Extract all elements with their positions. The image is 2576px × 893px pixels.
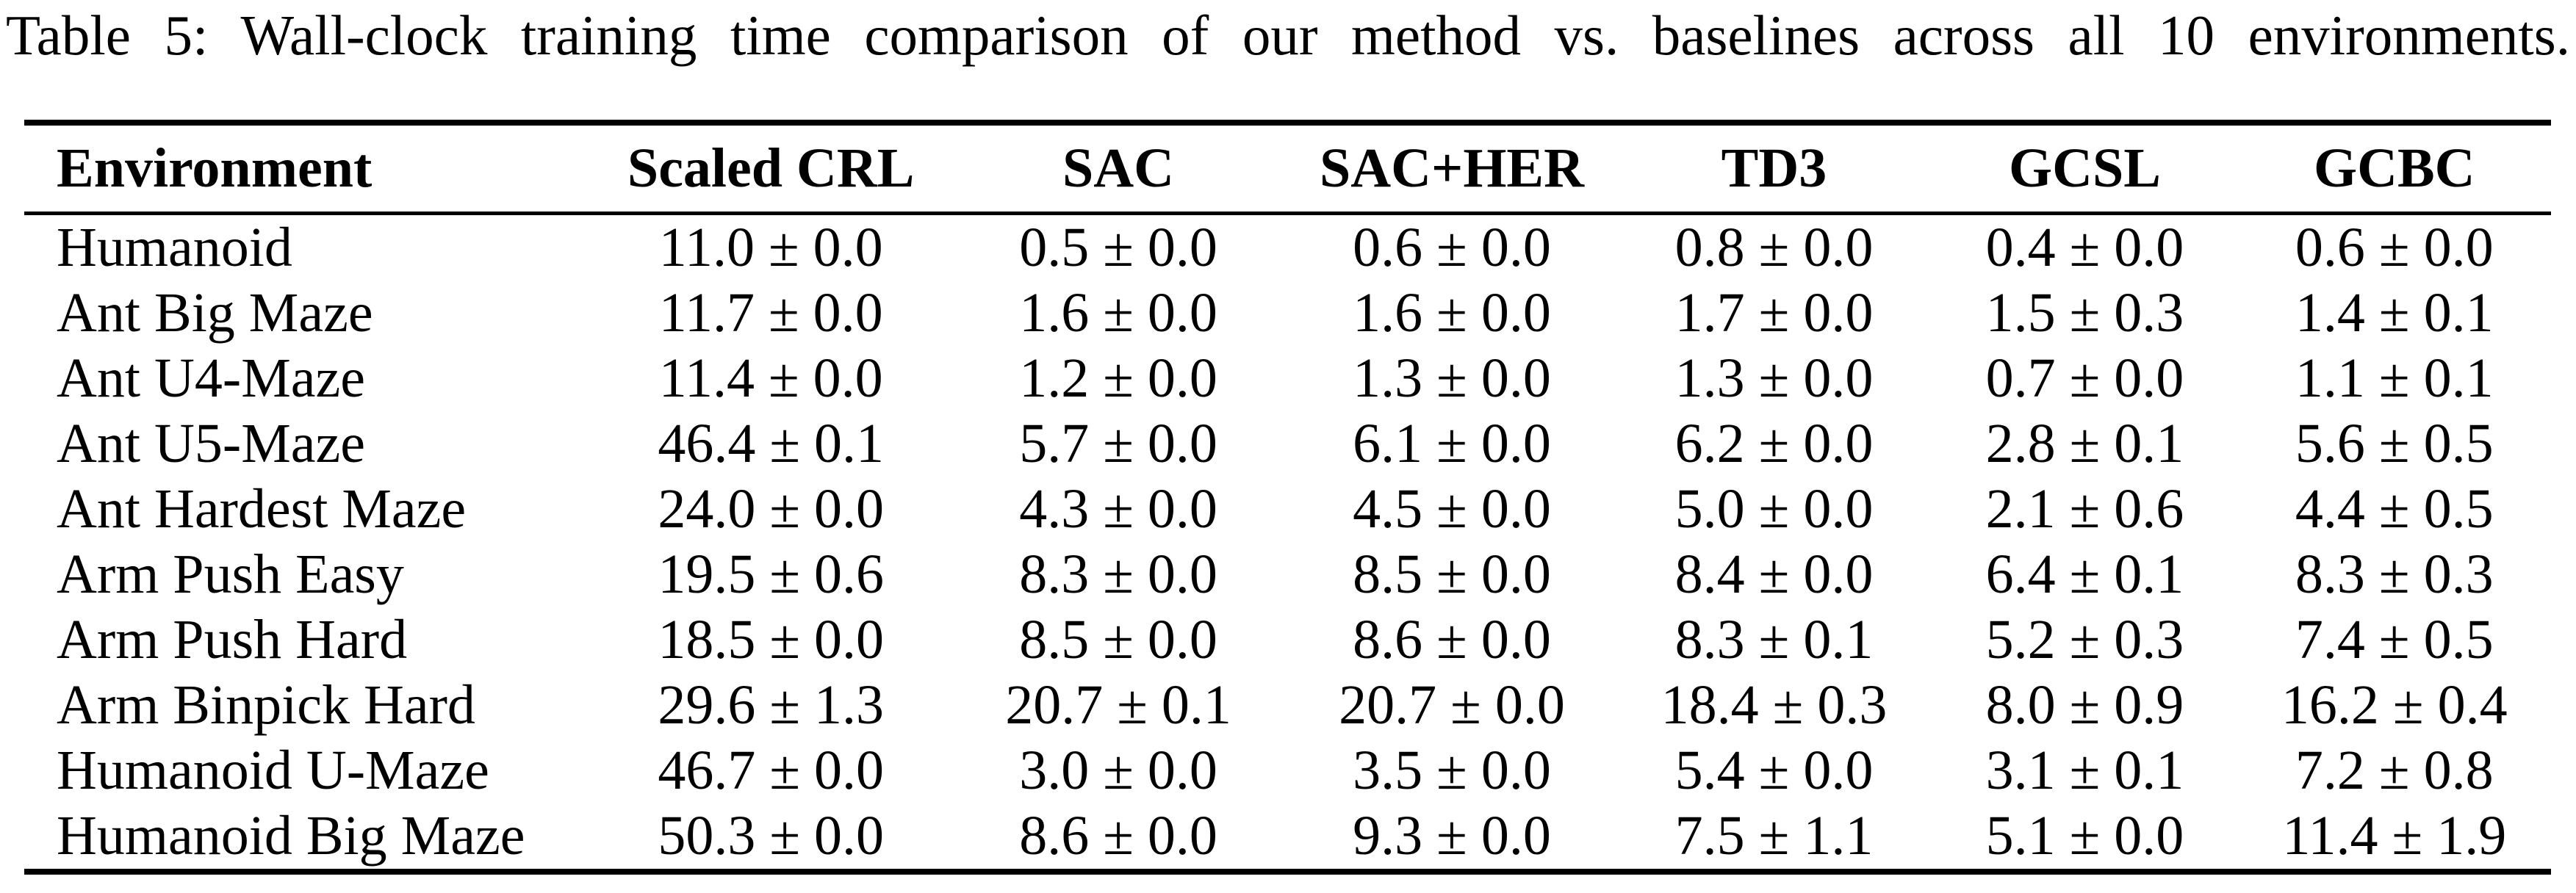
table-header: Environment Scaled CRL SAC SAC+HER TD3 GCSL GC… [24, 122, 2551, 215]
cell-value: 18.4 ± 0.3 [1661, 674, 1888, 737]
cell-value: 6.1 ± 0.0 [1353, 413, 1551, 475]
table-row: Ant Big Maze 11.7 ± 0.0 1.6 ± 0.0 1.6 ± 0.0… [24, 281, 2551, 346]
cell-value: 1.7 ± 0.0 [1674, 282, 1874, 344]
column-header-sac-her: SAC+HER [1287, 122, 1616, 215]
cell-value: 1.6 ± 0.0 [1353, 282, 1551, 344]
table-row: Ant U4-Maze 11.4 ± 0.0 1.2 ± 0.0 1.3 ± 0.0 1… [24, 346, 2551, 411]
cell-value: 5.1 ± 0.0 [1985, 805, 2184, 867]
cell-value: 24.0 ± 0.0 [658, 478, 885, 540]
results-table: Environment Scaled CRL SAC SAC+HER TD3 GCSL GC… [24, 119, 2551, 875]
table-caption: Table 5: Wall-clock training time compar… [6, 4, 2570, 67]
cell-value: 1.5 ± 0.3 [1985, 282, 2184, 344]
cell-value: 20.7 ± 0.0 [1339, 674, 1565, 737]
table-row: Ant U5-Maze 46.4 ± 0.1 5.7 ± 0.0 6.1 ± 0.0 6… [24, 411, 2551, 477]
cell-value: 11.4 ± 0.0 [658, 347, 883, 410]
cell-value: 8.6 ± 0.0 [1019, 805, 1217, 867]
table-row: Ant Hardest Maze 24.0 ± 0.0 4.3 ± 0.0 4.5 ±… [24, 477, 2551, 542]
column-header-gcsl: GCSL [1932, 122, 2238, 215]
cell-value: 5.2 ± 0.3 [1985, 609, 2184, 671]
cell-environment: Ant U4-Maze [57, 347, 365, 410]
cell-value: 46.4 ± 0.1 [658, 413, 885, 475]
cell-value: 1.4 ± 0.1 [2295, 282, 2494, 344]
cell-value: 11.0 ± 0.0 [658, 217, 883, 279]
cell-value: 1.6 ± 0.0 [1019, 282, 1217, 344]
cell-value: 7.2 ± 0.8 [2295, 740, 2494, 802]
cell-environment: Humanoid U-Maze [57, 740, 489, 802]
column-header-gcbc: GCBC [2237, 122, 2551, 215]
cell-value: 8.5 ± 0.0 [1019, 609, 1217, 671]
table-row: Arm Push Easy 19.5 ± 0.6 8.3 ± 0.0 8.5 ± 0.… [24, 542, 2551, 607]
table-body: Humanoid 11.0 ± 0.0 0.5 ± 0.0 0.6 ± 0.0 0.8 … [24, 213, 2551, 872]
cell-value: 0.6 ± 0.0 [2295, 217, 2494, 279]
cell-value: 5.6 ± 0.5 [2295, 413, 2494, 475]
cell-value: 19.5 ± 0.6 [658, 543, 885, 606]
table-row: Humanoid 11.0 ± 0.0 0.5 ± 0.0 0.6 ± 0.0 0.8 … [24, 213, 2551, 281]
cell-value: 46.7 ± 0.0 [658, 740, 885, 802]
cell-value: 1.1 ± 0.1 [2295, 347, 2494, 410]
column-header-environment: Environment [24, 122, 593, 215]
cell-value: 3.5 ± 0.0 [1353, 740, 1551, 802]
cell-value: 1.2 ± 0.0 [1019, 347, 1217, 410]
cell-value: 3.0 ± 0.0 [1019, 740, 1217, 802]
cell-environment: Ant U5-Maze [57, 413, 365, 475]
cell-environment: Arm Push Easy [57, 543, 404, 606]
cell-value: 8.4 ± 0.0 [1674, 543, 1874, 606]
table-row: Arm Push Hard 18.5 ± 0.0 8.5 ± 0.0 8.6 ± 0.… [24, 607, 2551, 673]
cell-environment: Arm Push Hard [57, 609, 408, 671]
cell-value: 0.4 ± 0.0 [1985, 217, 2184, 279]
column-header-scaled-crl: Scaled CRL [592, 122, 949, 215]
cell-value: 18.5 ± 0.0 [658, 609, 885, 671]
cell-value: 11.7 ± 0.0 [658, 282, 883, 344]
cell-value: 5.7 ± 0.0 [1019, 413, 1217, 475]
cell-value: 8.3 ± 0.3 [2295, 543, 2494, 606]
column-header-td3: TD3 [1616, 122, 1932, 215]
table-row: Humanoid Big Maze 50.3 ± 0.0 8.6 ± 0.0 9.3 … [24, 803, 2551, 872]
cell-value: 29.6 ± 1.3 [658, 674, 885, 737]
table-row: Humanoid U-Maze 46.7 ± 0.0 3.0 ± 0.0 3.5 ± … [24, 738, 2551, 803]
cell-value: 6.4 ± 0.1 [1985, 543, 2184, 606]
cell-value: 4.5 ± 0.0 [1353, 478, 1551, 540]
cell-environment: Humanoid [57, 217, 292, 279]
cell-value: 0.8 ± 0.0 [1674, 217, 1874, 279]
cell-value: 4.4 ± 0.5 [2295, 478, 2494, 540]
cell-value: 5.0 ± 0.0 [1674, 478, 1874, 540]
cell-value: 5.4 ± 0.0 [1674, 740, 1874, 802]
cell-environment: Humanoid Big Maze [57, 805, 525, 867]
cell-value: 7.5 ± 1.1 [1674, 805, 1874, 867]
cell-value: 50.3 ± 0.0 [658, 805, 885, 867]
column-header-sac: SAC [949, 122, 1288, 215]
cell-environment: Ant Big Maze [57, 282, 373, 344]
cell-value: 11.4 ± 1.9 [2282, 805, 2507, 867]
cell-value: 16.2 ± 0.4 [2281, 674, 2508, 737]
cell-value: 20.7 ± 0.1 [1005, 674, 1231, 737]
cell-value: 6.2 ± 0.0 [1674, 413, 1874, 475]
table-row: Arm Binpick Hard 29.6 ± 1.3 20.7 ± 0.1 20.7… [24, 673, 2551, 738]
cell-value: 1.3 ± 0.0 [1353, 347, 1551, 410]
cell-value: 8.3 ± 0.1 [1674, 609, 1874, 671]
cell-value: 2.8 ± 0.1 [1985, 413, 2184, 475]
cell-value: 0.7 ± 0.0 [1985, 347, 2184, 410]
cell-value: 4.3 ± 0.0 [1019, 478, 1217, 540]
cell-value: 7.4 ± 0.5 [2295, 609, 2494, 671]
header-row: Environment Scaled CRL SAC SAC+HER TD3 GCSL GC… [24, 122, 2551, 215]
cell-value: 9.3 ± 0.0 [1353, 805, 1551, 867]
cell-value: 2.1 ± 0.6 [1985, 478, 2184, 540]
cell-environment: Ant Hardest Maze [57, 478, 467, 540]
cell-value: 0.5 ± 0.0 [1019, 217, 1217, 279]
cell-value: 8.0 ± 0.9 [1985, 674, 2184, 737]
cell-value: 8.6 ± 0.0 [1353, 609, 1551, 671]
cell-value: 0.6 ± 0.0 [1353, 217, 1551, 279]
cell-value: 8.5 ± 0.0 [1353, 543, 1551, 606]
cell-environment: Arm Binpick Hard [57, 674, 475, 737]
cell-value: 3.1 ± 0.1 [1985, 740, 2184, 802]
cell-value: 8.3 ± 0.0 [1019, 543, 1217, 606]
cell-value: 1.3 ± 0.0 [1674, 347, 1874, 410]
